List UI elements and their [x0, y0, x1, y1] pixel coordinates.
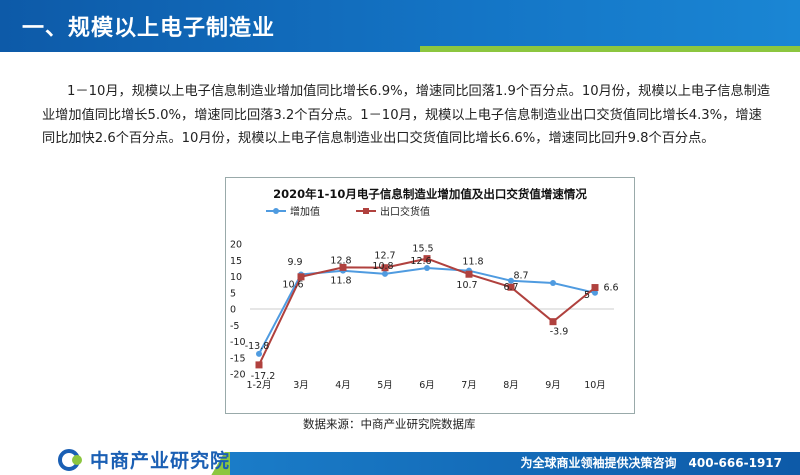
logo-text: 中商产业研究院 [90, 450, 231, 472]
x-tick-label: 5月 [377, 380, 393, 391]
data-point [508, 277, 514, 284]
y-tick-label: 15 [230, 256, 242, 267]
data-label: 11.8 [330, 276, 351, 287]
legend-label: 增加值 [290, 205, 320, 218]
y-tick-label: 20 [230, 240, 242, 251]
data-label: 11.8 [462, 257, 483, 268]
data-label: 6.7 [503, 282, 518, 293]
legend-item: 增加值 [266, 205, 320, 218]
data-label: -17.2 [251, 371, 276, 382]
data-label: 15.5 [412, 244, 433, 255]
data-point [255, 361, 263, 369]
logo-icon [58, 448, 86, 471]
y-tick-label: 10 [230, 272, 242, 283]
data-point [550, 280, 556, 286]
y-tick-label: -15 [230, 353, 246, 364]
data-label: 5 [584, 290, 590, 301]
legend-item: 出口交货值 [356, 205, 430, 218]
x-tick-label: 8月 [503, 380, 519, 391]
chart-axes: 20 15 10 5 0 -5 -10 -15 -201-2月 3月 4月 5月 6月 7月 8月 9月 10月 [230, 240, 614, 391]
data-point [423, 255, 431, 263]
page-title: 一、规模以上电子制造业 [22, 16, 276, 41]
data-label: 8.7 [513, 271, 528, 282]
data-point [256, 350, 262, 357]
y-tick-label: 5 [230, 288, 236, 299]
footer-blue-band [230, 452, 800, 475]
data-point [592, 289, 598, 296]
data-label: -13.8 [245, 341, 270, 352]
summary-paragraph: 1－10月，规模以上电子信息制造业增加值同比增长6.9%，增速同比回落1.9个百… [42, 84, 771, 146]
header-accent-stripe [420, 46, 800, 52]
data-label: -3.9 [550, 327, 569, 338]
data-label: 10.8 [372, 261, 393, 272]
series-line [258, 266, 596, 355]
footer-slogan: 为全球商业领袖提供决策咨询 400-666-1917 [520, 456, 782, 470]
y-tick-label: -20 [230, 370, 246, 381]
data-point [339, 263, 347, 271]
data-label: 10.6 [282, 280, 303, 291]
data-point [465, 270, 473, 278]
data-point [382, 270, 388, 277]
y-tick-label: -10 [230, 337, 246, 348]
data-point [424, 265, 430, 272]
company-logo[interactable]: 中商产业研究院 [58, 446, 230, 473]
header-bar: 一、规模以上电子制造业 [0, 0, 800, 52]
y-tick-label: 0 [230, 305, 236, 316]
x-tick-label: 6月 [419, 380, 435, 391]
chart-frame: 2020年1-10月电子信息制造业增加值及出口交货值增速情况 增加值 出口交货值 … [225, 177, 635, 414]
data-label: 12.6 [410, 256, 431, 267]
chart-legend: 增加值 出口交货值 [266, 205, 430, 218]
data-label: 12.7 [374, 251, 395, 262]
data-label: 9.9 [287, 257, 302, 268]
data-label: 10.7 [456, 280, 477, 291]
footer-bar: 为全球商业领袖提供决策咨询 400-666-1917 [0, 440, 800, 475]
x-tick-label: 7月 [461, 380, 477, 391]
series-line [258, 257, 596, 366]
data-point [549, 318, 557, 326]
data-source-note: 数据来源：中商产业研究院数据库 [303, 417, 476, 431]
chart-title: 2020年1-10月电子信息制造业增加值及出口交货值增速情况 [273, 187, 587, 201]
data-point [507, 283, 515, 291]
x-tick-label: 4月 [335, 380, 351, 391]
data-label: 6.6 [603, 283, 618, 294]
x-tick-label: 3月 [293, 380, 309, 391]
data-point [297, 273, 305, 281]
x-tick-label: 1-2月 [246, 380, 271, 391]
legend-label: 出口交货值 [380, 205, 430, 218]
y-tick-label: -5 [230, 321, 239, 332]
chart-data-labels: -13.8 10.6 11.8 10.8 12.6 11.8 8.7 5 -17.2 9.9 12.… [245, 244, 619, 382]
data-point [591, 284, 599, 292]
line-chart: 2020年1-10月电子信息制造业增加值及出口交货值增速情况 增加值 出口交货值 … [230, 187, 619, 391]
x-tick-label: 10月 [584, 380, 606, 391]
data-point [381, 264, 389, 272]
data-label: 12.8 [330, 255, 351, 266]
x-tick-label: 9月 [545, 380, 561, 391]
chart-series [255, 255, 599, 369]
